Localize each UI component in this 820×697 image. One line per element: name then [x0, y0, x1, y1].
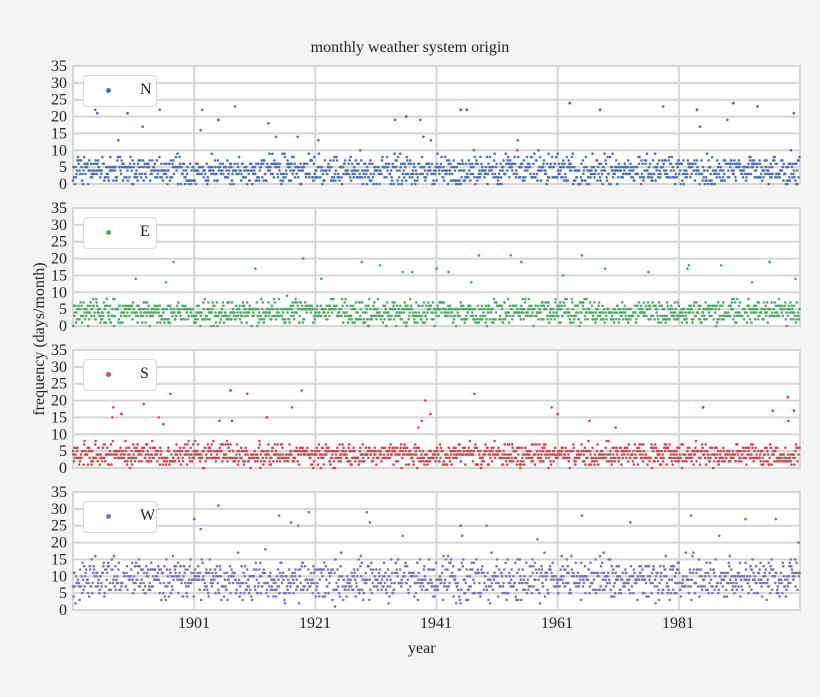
y-tick: 10: [51, 142, 67, 159]
x-tick: 1921: [299, 615, 331, 632]
y-tick: 5: [59, 159, 67, 176]
y-tick: 20: [51, 251, 67, 268]
y-tick: 25: [51, 92, 67, 109]
y-tick: 5: [59, 301, 67, 318]
y-tick: 15: [51, 125, 67, 142]
legend-marker-icon: [106, 88, 111, 93]
chart-title: monthly weather system origin: [310, 39, 510, 56]
x-tick: 1901: [178, 615, 210, 632]
y-tick: 25: [51, 518, 67, 535]
y-tick: 0: [59, 318, 67, 335]
legend-n: N: [83, 75, 157, 107]
legend-label: W: [140, 507, 156, 524]
y-tick: 20: [51, 109, 67, 126]
y-tick: 15: [51, 267, 67, 284]
y-tick: 10: [51, 426, 67, 443]
legend-e: E: [83, 217, 157, 249]
y-tick: 25: [51, 234, 67, 251]
legend-w: W: [83, 501, 157, 533]
y-tick: 35: [51, 58, 67, 75]
x-axis-label: year: [408, 640, 436, 657]
y-tick: 5: [59, 443, 67, 460]
y-tick: 5: [59, 585, 67, 602]
y-tick: 10: [51, 568, 67, 585]
legend-marker-icon: [106, 514, 111, 519]
legend-marker-icon: [106, 230, 111, 235]
x-tick: 1961: [541, 615, 573, 632]
legend-label: E: [140, 223, 150, 240]
legend-marker-icon: [106, 372, 111, 377]
legend-label: S: [140, 365, 149, 382]
y-tick: 0: [59, 602, 67, 619]
y-tick: 30: [51, 217, 67, 234]
y-tick: 25: [51, 376, 67, 393]
y-tick: 10: [51, 284, 67, 301]
y-tick: 35: [51, 484, 67, 501]
y-tick: 30: [51, 75, 67, 92]
y-tick: 20: [51, 535, 67, 552]
y-tick: 30: [51, 359, 67, 376]
y-tick: 35: [51, 200, 67, 217]
y-tick: 0: [59, 460, 67, 477]
y-tick: 30: [51, 501, 67, 518]
legend-s: S: [83, 359, 157, 391]
y-tick: 20: [51, 393, 67, 410]
y-tick: 15: [51, 551, 67, 568]
legend-label: N: [140, 81, 152, 98]
x-tick: 1941: [420, 615, 452, 632]
y-tick: 0: [59, 176, 67, 193]
y-tick: 35: [51, 342, 67, 359]
y-tick: 15: [51, 409, 67, 426]
x-tick: 1981: [662, 615, 694, 632]
